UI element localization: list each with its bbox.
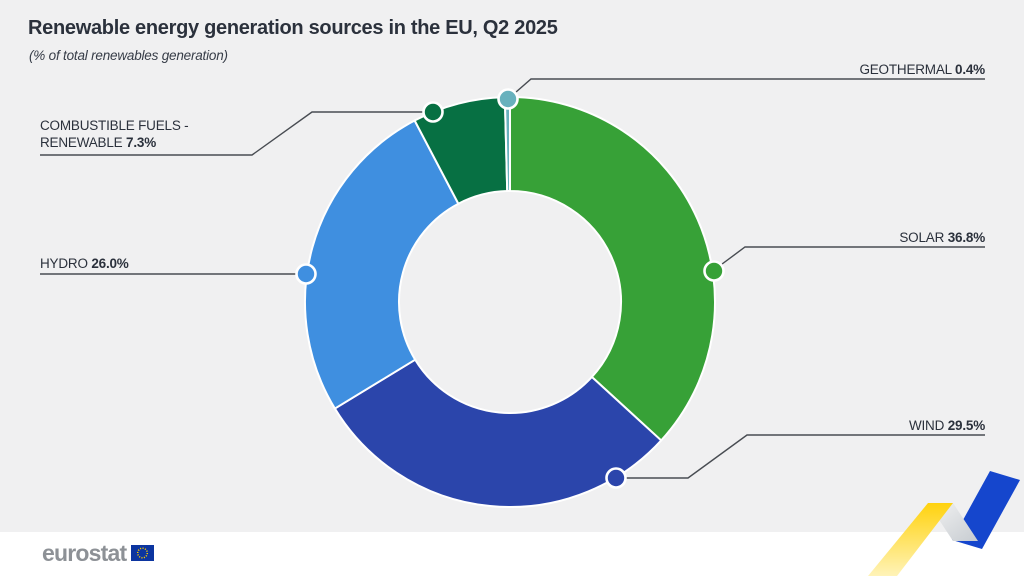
marker-solar — [703, 260, 725, 282]
marker-wind — [605, 467, 627, 489]
callout-line-solar — [713, 246, 985, 271]
marker-hydro — [295, 263, 317, 285]
marker-geothermal — [497, 88, 519, 110]
eu-flag-icon — [131, 545, 155, 561]
eurostat-logo-text: eurostat — [42, 540, 127, 566]
label-hydro-name: HYDRO — [40, 256, 88, 271]
label-geothermal-name: GEOTHERMAL — [859, 62, 952, 77]
label-hydro: HYDRO 26.0% — [40, 255, 129, 272]
label-wind: WIND 29.5% — [909, 417, 985, 434]
label-solar: SOLAR 36.8% — [899, 229, 985, 246]
label-hydro-value: 26.0% — [91, 256, 129, 271]
label-geothermal: GEOTHERMAL 0.4% — [859, 61, 985, 78]
label-combustible-name-line2: RENEWABLE — [40, 135, 123, 150]
marker-combustible — [422, 101, 444, 123]
callout-line-wind — [616, 434, 985, 479]
label-geothermal-value: 0.4% — [955, 62, 985, 77]
page-title: Renewable energy generation sources in t… — [28, 17, 558, 39]
callout-line-geothermal — [507, 78, 985, 100]
label-wind-name: WIND — [908, 418, 945, 433]
label-solar-value: 36.8% — [947, 230, 985, 245]
label-combustible-value: 7.3% — [126, 135, 157, 150]
page-subtitle: (% of total renewables generation) — [29, 48, 228, 63]
donut-slice-hydro — [304, 119, 460, 410]
label-solar-name: SOLAR — [899, 230, 945, 245]
eurostat-logo: eurostat — [42, 540, 155, 566]
ribbon-yellow-stripe — [868, 503, 953, 576]
label-wind-value: 29.5% — [947, 418, 985, 433]
donut-slice-solar — [509, 96, 716, 442]
donut-slice-wind — [333, 358, 663, 508]
label-combustible: COMBUSTIBLE FUELS - RENEWABLE 7.3% — [40, 117, 189, 151]
callout-line-combustible — [40, 111, 424, 156]
decorative-ribbon — [868, 471, 1020, 576]
label-combustible-name-line1: COMBUSTIBLE FUELS - — [40, 118, 189, 133]
